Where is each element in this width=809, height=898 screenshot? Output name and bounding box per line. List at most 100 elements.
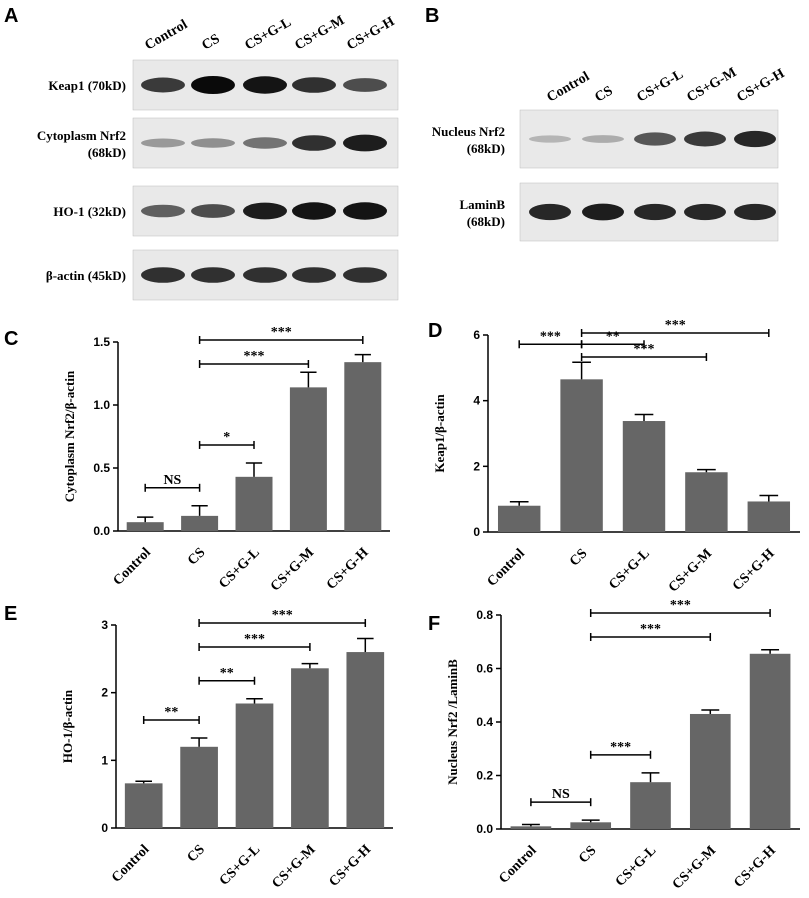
- lane-label: CS+G-M: [685, 65, 740, 105]
- blot-band: [141, 138, 185, 148]
- x-tick-label: Control: [109, 842, 153, 886]
- blot-band: [343, 78, 387, 92]
- bar: [747, 501, 791, 532]
- y-tick-label: 6: [473, 328, 480, 342]
- y-tick-label: 0.2: [476, 769, 493, 783]
- blot-band: [684, 131, 726, 147]
- bar: [510, 826, 552, 829]
- sig-label: ***: [244, 632, 265, 647]
- charts-group: 0.0 0.5 1.0 1.5 Cytoplasm Nrf2/β-actin Contro…: [60, 318, 800, 892]
- y-axis-label: Keap1/β-actin: [432, 394, 447, 473]
- panel-letter-f: F: [428, 613, 440, 635]
- y-tick-label: 2: [473, 459, 480, 473]
- x-tick-label: CS+G-M: [268, 545, 317, 594]
- bar: [180, 746, 218, 828]
- blot-band: [529, 135, 571, 143]
- x-tick-label: CS+G-H: [327, 842, 375, 890]
- x-tick-label: Control: [496, 843, 540, 887]
- x-tick-label: CS: [185, 842, 208, 865]
- bar: [126, 522, 164, 531]
- blot-band: [343, 134, 387, 152]
- sig-label: NS: [163, 473, 181, 488]
- blot-band: [191, 267, 235, 283]
- x-tick-label: CS+G-H: [730, 546, 778, 594]
- bar: [560, 379, 603, 532]
- sig-label: ***: [244, 349, 265, 364]
- lane-label: CS+G-L: [635, 67, 686, 105]
- y-tick-label: 0.5: [93, 461, 110, 475]
- y-tick-label: 0.6: [476, 662, 493, 676]
- y-tick-label: 4: [473, 394, 480, 408]
- sig-label: **: [164, 705, 178, 720]
- blot-label: (68kD): [467, 141, 505, 156]
- lane-label: Control: [143, 17, 191, 53]
- sig-label: ***: [634, 342, 655, 357]
- bar: [689, 713, 731, 829]
- x-tick-label: CS+G-L: [216, 545, 263, 592]
- x-tick-label: CS: [185, 545, 208, 568]
- x-tick-label: CS+G-L: [613, 843, 660, 890]
- y-tick-label: 3: [101, 618, 108, 632]
- blot-label: LaminB: [459, 197, 505, 212]
- lane-label: CS: [593, 83, 616, 105]
- chart-e: 0 1 2 3 HO-1/β-actin Control CS CS+G-L CS+G-M CS+…: [60, 608, 393, 891]
- x-tick-label: CS: [567, 546, 590, 569]
- blot-label: β-actin (45kD): [46, 268, 126, 283]
- blot-band: [734, 130, 776, 148]
- panel-letter-a: A: [4, 5, 18, 27]
- x-tick-label: Control: [111, 545, 155, 589]
- bar: [570, 822, 612, 829]
- lane-label: CS+G-H: [735, 66, 788, 105]
- bar: [630, 782, 671, 829]
- y-tick-label: 1: [101, 753, 108, 767]
- bar: [124, 783, 163, 828]
- blot-band: [243, 267, 287, 283]
- y-tick-label: 0.4: [476, 715, 493, 729]
- blot-band: [634, 203, 676, 221]
- x-tick-label: CS+G-M: [666, 546, 715, 595]
- blot-band: [343, 267, 387, 283]
- blot-band: [734, 203, 776, 221]
- blot-band: [141, 204, 185, 218]
- lane-label: Control: [545, 69, 593, 105]
- sig-label: **: [220, 666, 234, 681]
- bar: [749, 653, 791, 829]
- blot-label: (68kD): [467, 214, 505, 229]
- bar: [685, 472, 728, 532]
- panel-letter-c: C: [4, 328, 18, 350]
- bar: [289, 387, 327, 531]
- sig-label: **: [606, 329, 620, 344]
- sig-label: *: [223, 430, 230, 445]
- chart-d: 0 2 4 6 Keap1/β-actin Control CS CS+G-L CS+G-M CS…: [432, 318, 800, 595]
- x-tick-label: CS+G-H: [324, 545, 372, 593]
- blot-band: [243, 202, 287, 220]
- blot-band: [141, 77, 185, 93]
- sig-label: ***: [665, 318, 686, 333]
- lane-label: CS+G-M: [293, 13, 348, 53]
- blot-panel-b: Control CS CS+G-LCS+G-MCS+G-H Nucleus Nrf2 (…: [432, 65, 788, 242]
- y-axis-label: Nucleus Nrf2 /LaminB: [445, 659, 460, 785]
- bar: [622, 421, 666, 532]
- blot-label: Nucleus Nrf2: [432, 124, 505, 139]
- y-axis-label: HO-1/β-actin: [60, 689, 75, 763]
- x-tick-label: Control: [485, 546, 529, 590]
- blot-label: Keap1 (70kD): [48, 78, 126, 93]
- sig-label: ***: [271, 325, 292, 340]
- y-tick-label: 0: [473, 525, 480, 539]
- bar: [235, 476, 273, 531]
- chart-c: 0.0 0.5 1.0 1.5 Cytoplasm Nrf2/β-actin Contro…: [62, 325, 390, 594]
- blot-band: [292, 202, 336, 220]
- sig-label: ***: [670, 598, 691, 613]
- blot-band: [191, 204, 235, 218]
- sig-label: ***: [640, 622, 661, 637]
- x-tick-label: CS+G-M: [670, 843, 719, 892]
- bar: [344, 362, 382, 531]
- blot-band: [141, 267, 185, 283]
- x-tick-label: CS+G-L: [217, 842, 264, 889]
- blot-band: [292, 267, 336, 283]
- panel-letter-b: B: [425, 5, 439, 27]
- blot-band: [582, 203, 624, 221]
- panel-letter-d: D: [428, 320, 442, 342]
- panel-letter-e: E: [4, 603, 17, 625]
